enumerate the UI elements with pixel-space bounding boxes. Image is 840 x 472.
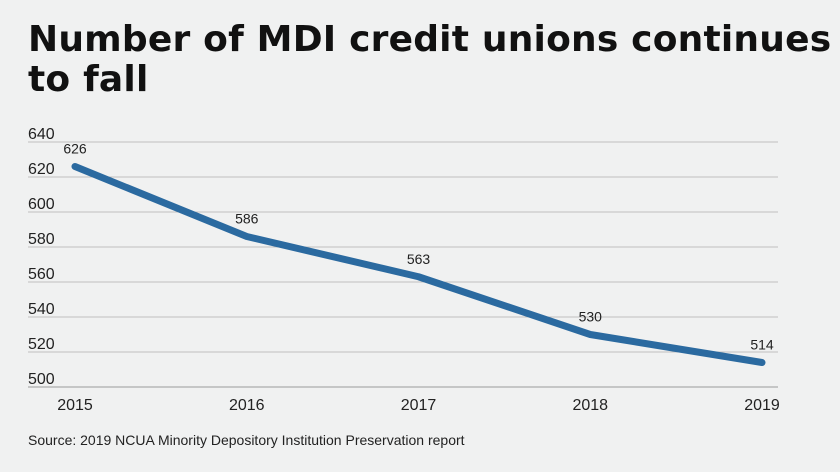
y-tick-label: 520 xyxy=(28,336,55,353)
y-tick-label: 540 xyxy=(28,301,55,318)
data-label: 563 xyxy=(407,251,431,267)
data-point xyxy=(589,334,591,335)
source-note: Source: 2019 NCUA Minority Depository In… xyxy=(28,432,465,448)
x-tick-label: 2018 xyxy=(572,397,608,414)
data-label: 586 xyxy=(235,211,259,227)
data-point xyxy=(418,276,419,278)
x-tick-label: 2015 xyxy=(57,397,93,414)
data-labels: 626 586 563 530 514 xyxy=(63,141,774,353)
data-point xyxy=(74,166,76,167)
data-label: 530 xyxy=(579,309,603,325)
y-tick-label: 640 xyxy=(28,126,55,143)
series-line-group xyxy=(71,163,766,366)
x-axis-tick-labels: 2015 2016 2017 2018 2019 xyxy=(57,397,780,414)
data-label: 626 xyxy=(63,141,87,157)
y-tick-label: 560 xyxy=(28,266,55,283)
y-tick-label: 500 xyxy=(28,371,55,388)
chart-title: Number of MDI credit unions continues to… xyxy=(28,19,832,100)
gridlines xyxy=(28,141,778,388)
y-axis-tick-labels: 500 520 540 560 580 600 620 640 xyxy=(28,126,55,388)
data-point xyxy=(246,236,248,237)
x-tick-label: 2016 xyxy=(229,397,265,414)
y-tick-label: 600 xyxy=(28,196,55,213)
x-tick-label: 2019 xyxy=(744,397,780,414)
x-tick-label: 2017 xyxy=(401,397,437,414)
data-point xyxy=(761,362,763,363)
data-label: 514 xyxy=(750,337,774,353)
y-tick-label: 620 xyxy=(28,161,55,178)
y-tick-label: 580 xyxy=(28,231,55,248)
